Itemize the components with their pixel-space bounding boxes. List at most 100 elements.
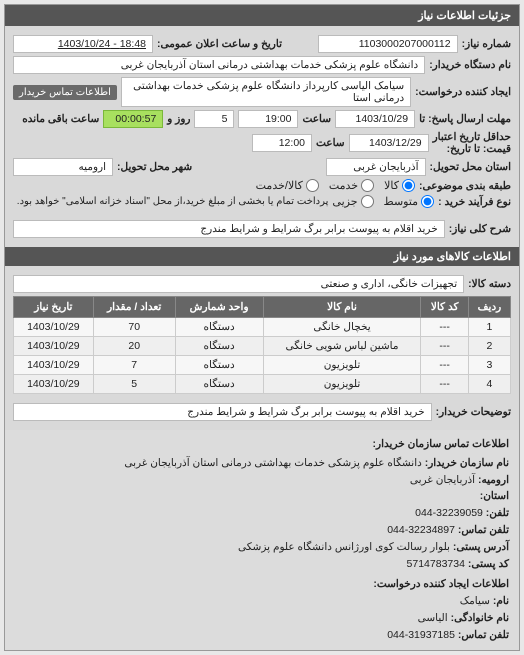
table-cell: ---: [421, 318, 468, 337]
table-cell: 1403/10/29: [14, 337, 94, 356]
city-label: شهر محل تحویل:: [117, 161, 192, 173]
col-unit: واحد شمارش: [175, 297, 263, 318]
contact-fax-line: تلفن تماس: 32234897-044: [15, 522, 509, 539]
budget-label: طبقه بندی موضوعی:: [419, 180, 511, 192]
time-label-2: ساعت: [316, 137, 345, 149]
validity-date: 1403/12/29: [349, 134, 429, 152]
row-request-no: شماره نیاز: 1103000207000112 تاریخ و ساع…: [13, 35, 511, 53]
contact-province-line: استان:: [15, 488, 509, 505]
budget-radio-kala[interactable]: کالا: [384, 179, 415, 192]
budget-opt-1: خدمت: [329, 179, 358, 192]
table-cell: 70: [93, 318, 175, 337]
budget-radio-khedmat-input[interactable]: [361, 179, 374, 192]
row-budget: طبقه بندی موضوعی: کالا خدمت کالا/خدمت: [13, 179, 511, 192]
days-label: روز و: [167, 113, 190, 125]
table-cell: ---: [421, 356, 468, 375]
table-row: 2---ماشین لباس شویی خانگیدستگاه201403/10…: [14, 337, 511, 356]
row-deadline: مهلت ارسال پاسخ: تا 1403/10/29 ساعت 19:0…: [13, 110, 511, 128]
table-header-row: ردیف کد کالا نام کالا واحد شمارش تعداد /…: [14, 297, 511, 318]
table-cell: ---: [421, 337, 468, 356]
goods-body: دسته کالا: تجهیزات خانگی، اداری و صنعتی …: [5, 266, 519, 430]
table-cell: تلویزیون: [263, 356, 421, 375]
table-row: 4---تلویزیوندستگاه51403/10/29: [14, 375, 511, 394]
table-cell: 3: [468, 356, 510, 375]
desc-label: شرح کلی نیاز:: [449, 223, 511, 235]
province-label: استان محل تحویل:: [430, 161, 511, 173]
contact-addr-line: آدرس پستی: بلوار رسالت کوی اورژانس دانشگ…: [15, 539, 509, 556]
validity-label: حداقل تاریخ اعتبار: [433, 131, 511, 143]
row-buyer-org: نام دستگاه خریدار: دانشگاه علوم پزشکی خد…: [13, 56, 511, 74]
process-radio-group: متوسط جزیی: [332, 195, 434, 208]
contact-org-line: نام سازمان خریدار: دانشگاه علوم پزشکی خد…: [15, 455, 509, 472]
process-radio-medium[interactable]: متوسط: [384, 195, 435, 208]
contact-city-label: ارومیه:: [478, 474, 509, 486]
creator-name-line: نام: سیامک: [15, 593, 509, 610]
announce-label: تاریخ و ساعت اعلان عمومی:: [157, 38, 282, 50]
time-label-1: ساعت: [302, 113, 331, 125]
contact-org-label: نام سازمان خریدار:: [425, 457, 509, 469]
category-value: تجهیزات خانگی، اداری و صنعتی: [13, 275, 464, 293]
creator-phone-label: تلفن تماس:: [458, 629, 509, 641]
province-value: آذربایجان غربی: [326, 158, 426, 176]
deadline-label: مهلت ارسال پاسخ: تا: [419, 113, 511, 125]
contact-title: اطلاعات تماس سازمان خریدار:: [15, 436, 509, 453]
panel-title: جزئیات اطلاعات نیاز: [5, 5, 519, 26]
panel-body: شماره نیاز: 1103000207000112 تاریخ و ساع…: [5, 26, 519, 247]
budget-radio-both[interactable]: کالا/خدمت: [256, 179, 319, 192]
table-cell: دستگاه: [175, 375, 263, 394]
creator-family-label: نام خانوادگی:: [451, 612, 509, 624]
table-cell: یخچال خانگی: [263, 318, 421, 337]
table-cell: دستگاه: [175, 318, 263, 337]
table-cell: 7: [93, 356, 175, 375]
table-cell: دستگاه: [175, 356, 263, 375]
creator-family-line: نام خانوادگی: الیاسی: [15, 610, 509, 627]
creator-title: اطلاعات ایجاد کننده درخواست:: [15, 576, 509, 593]
budget-radio-khedmat[interactable]: خدمت: [329, 179, 374, 192]
table-cell: 1403/10/29: [14, 356, 94, 375]
process-radio-partial[interactable]: جزیی: [332, 195, 373, 208]
process-radio-partial-input[interactable]: [361, 195, 374, 208]
contact-addr-label: آدرس پستی:: [453, 541, 509, 553]
col-code: کد کالا: [421, 297, 468, 318]
remain-countdown: 00:00:57: [103, 110, 163, 128]
price-until-label: قیمت: تا تاریخ:: [433, 143, 511, 155]
budget-radio-kala-input[interactable]: [402, 179, 415, 192]
table-cell: تلویزیون: [263, 375, 421, 394]
goods-section-title: اطلاعات کالاهای مورد نیاز: [5, 247, 519, 266]
desc-value: خرید اقلام به پیوست برابر برگ شرایط و شر…: [13, 220, 445, 238]
budget-radio-both-input[interactable]: [306, 179, 319, 192]
deadline-time: 19:00: [238, 110, 298, 128]
details-panel: جزئیات اطلاعات نیاز شماره نیاز: 11030002…: [4, 4, 520, 651]
contact-phone-value: 32239059-044: [415, 507, 483, 519]
row-buyer-note: توضیحات خریدار: خرید اقلام به پیوست براب…: [13, 403, 511, 421]
buyer-org-label: نام دستگاه خریدار:: [429, 59, 511, 71]
contact-post-label: کد پستی:: [468, 558, 509, 570]
process-opt-0: متوسط: [384, 195, 419, 208]
remain-label: ساعت باقی مانده: [22, 113, 99, 125]
category-label: دسته کالا:: [468, 278, 511, 290]
requester-value: سیامک الیاسی کارپرداز دانشگاه علوم پزشکی…: [121, 77, 411, 107]
table-cell: 20: [93, 337, 175, 356]
creator-phone-line: تلفن تماس: 31937185-044: [15, 627, 509, 644]
creator-phone-value: 31937185-044: [387, 629, 455, 641]
contact-buyer-button[interactable]: اطلاعات تماس خریدار: [13, 85, 117, 100]
contact-fax-value: 32234897-044: [387, 524, 455, 536]
table-cell: 5: [93, 375, 175, 394]
contact-org-value: دانشگاه علوم پزشکی خدمات بهداشتی درمانی …: [124, 457, 421, 469]
table-cell: 1403/10/29: [14, 318, 94, 337]
process-radio-medium-input[interactable]: [421, 195, 434, 208]
row-process: نوع فرآیند خرید : متوسط جزیی پرداخت تمام…: [13, 195, 511, 208]
city-value: ارومیه: [13, 158, 113, 176]
process-label: نوع فرآیند خرید :: [438, 196, 511, 208]
table-cell: 2: [468, 337, 510, 356]
table-cell: ---: [421, 375, 468, 394]
row-location: استان محل تحویل: آذربایجان غربی شهر محل …: [13, 158, 511, 176]
col-name: نام کالا: [263, 297, 421, 318]
col-index: ردیف: [468, 297, 510, 318]
table-row: 3---تلویزیوندستگاه71403/10/29: [14, 356, 511, 375]
contact-post-line: کد پستی: 5714783734: [15, 556, 509, 573]
days-remain: 5: [194, 110, 234, 128]
request-no-label: شماره نیاز:: [462, 38, 511, 50]
creator-name-label: نام:: [493, 595, 509, 607]
row-validity: حداقل تاریخ اعتبار قیمت: تا تاریخ: 1403/…: [13, 131, 511, 155]
